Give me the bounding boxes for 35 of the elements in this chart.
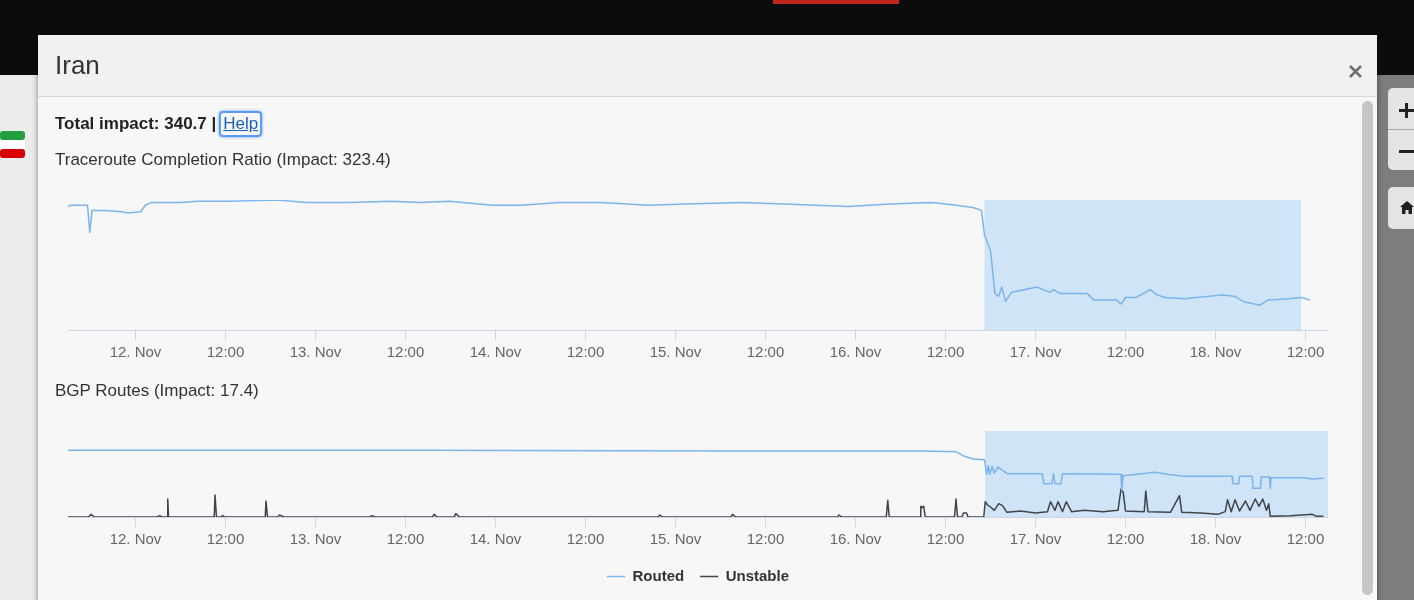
x-tick-label: 12:00 — [566, 530, 605, 548]
x-tick-label: 12:00 — [1106, 343, 1145, 361]
text: Total impact: 340.7 | — [55, 114, 217, 134]
x-tick-label: 15. Nov — [649, 343, 702, 361]
x-tick-label: 13. Nov — [289, 343, 342, 361]
text: Iran — [55, 49, 100, 81]
x-tick-label: 12:00 — [1106, 530, 1145, 548]
text: Help — [219, 111, 263, 137]
x-tick-label: 15. Nov — [649, 530, 702, 548]
x-tick-label: 16. Nov — [829, 343, 882, 361]
x-tick-label: 12:00 — [206, 530, 245, 548]
x-tick-label: 12:00 — [926, 530, 965, 548]
x-tick-label: 14. Nov — [469, 343, 522, 361]
x-tick-label: 14. Nov — [469, 530, 522, 548]
x-tick-label: 18. Nov — [1189, 530, 1242, 548]
legend-label: Unstable — [725, 566, 790, 584]
x-tick-label: 18. Nov — [1189, 343, 1242, 361]
x-tick-label: 12. Nov — [109, 530, 162, 548]
x-tick-label: 12:00 — [746, 343, 785, 361]
x-tick-label: 12:00 — [566, 343, 605, 361]
chart-title: BGP Routes (Impact: 17.4) — [55, 380, 260, 402]
x-tick-label: 12:00 — [746, 530, 785, 548]
x-tick-label: 12:00 — [1286, 343, 1325, 361]
x-tick-label: 13. Nov — [289, 530, 342, 548]
x-tick-label: 17. Nov — [1009, 343, 1062, 361]
x-tick-label: 12:00 — [1286, 530, 1325, 548]
x-tick-label: 12. Nov — [109, 343, 162, 361]
x-tick-label: 12:00 — [386, 530, 425, 548]
x-tick-label: 12:00 — [926, 343, 965, 361]
x-tick-label: 12:00 — [386, 343, 425, 361]
x-tick-label: 17. Nov — [1009, 530, 1062, 548]
legend-label: Routed — [632, 566, 685, 584]
x-tick-label: 12:00 — [206, 343, 245, 361]
chart-title: Traceroute Completion Ratio (Impact: 323.4) — [55, 149, 392, 171]
x-tick-label: 16. Nov — [829, 530, 882, 548]
